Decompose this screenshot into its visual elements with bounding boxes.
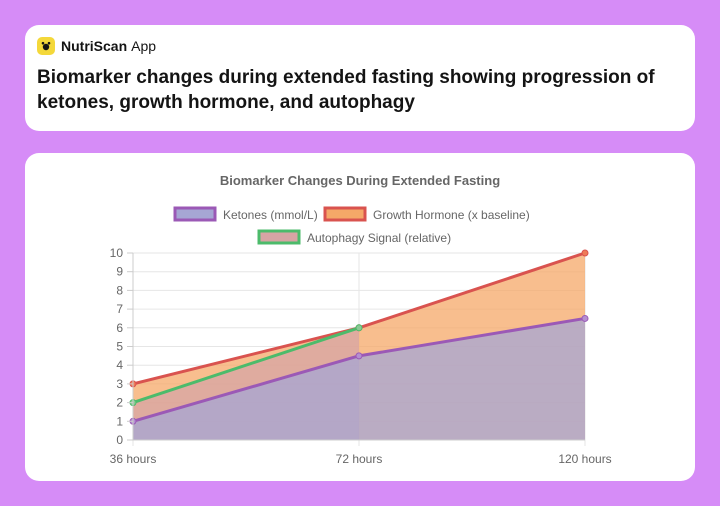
y-tick-label: 9 (116, 265, 123, 279)
x-tick-label: 36 hours (110, 452, 157, 466)
chart-title: Biomarker Changes During Extended Fastin… (220, 173, 500, 188)
y-tick-label: 10 (110, 246, 124, 260)
app-logo-icon (37, 37, 55, 55)
legend-label: Growth Hormone (x baseline) (373, 208, 530, 222)
legend-item: Ketones (mmol/L) (173, 206, 318, 222)
x-tick-label: 120 hours (558, 452, 611, 466)
brand: NutriScan App (37, 37, 156, 55)
legend-label: Autophagy Signal (relative) (307, 231, 451, 245)
legend-swatch (257, 229, 301, 245)
data-point (355, 324, 363, 332)
data-point (581, 314, 589, 322)
y-tick-label: 5 (116, 340, 123, 354)
data-point (581, 249, 589, 257)
chart-axes: 0 1 2 3 4 5 6 7 8 9 10 36 hours 72 hours 120 hours (110, 246, 612, 466)
legend-swatch (323, 206, 367, 222)
legend-item: Autophagy Signal (relative) (257, 229, 451, 245)
x-tick-label: 72 hours (336, 452, 383, 466)
chart-areas (133, 253, 585, 440)
y-tick-label: 3 (116, 377, 123, 391)
y-tick-label: 4 (116, 358, 123, 372)
legend-label: Ketones (mmol/L) (223, 208, 318, 222)
app-name-suffix: App (131, 38, 157, 54)
header-card: NutriScan App Biomarker changes during e… (25, 25, 695, 131)
series-area-0 (133, 318, 585, 440)
y-tick-label: 1 (116, 414, 123, 428)
app-name: NutriScan (61, 38, 128, 54)
chart-card: Biomarker Changes During Extended Fastin… (25, 153, 695, 481)
series-line-2 (132, 326, 360, 405)
legend-swatch (173, 206, 217, 222)
page-title: Biomarker changes during extended fastin… (37, 67, 655, 113)
y-tick-label: 2 (116, 396, 123, 410)
y-tick-label: 8 (116, 283, 123, 297)
legend-item: Growth Hormone (x baseline) (323, 206, 530, 222)
y-tick-label: 7 (116, 302, 123, 316)
data-point (355, 352, 363, 360)
area-chart: Biomarker Changes During Extended Fastin… (110, 173, 612, 466)
y-tick-label: 6 (116, 321, 123, 335)
chart-legend: Ketones (mmol/L) Growth Hormone (x baseli… (173, 206, 530, 245)
y-tick-label: 0 (116, 433, 123, 447)
